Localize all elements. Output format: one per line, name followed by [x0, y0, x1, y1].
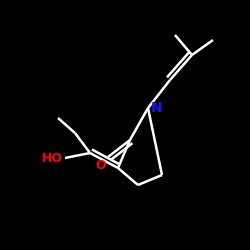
Text: O: O — [96, 159, 106, 172]
Text: N: N — [151, 101, 162, 115]
Text: HO: HO — [42, 152, 63, 164]
